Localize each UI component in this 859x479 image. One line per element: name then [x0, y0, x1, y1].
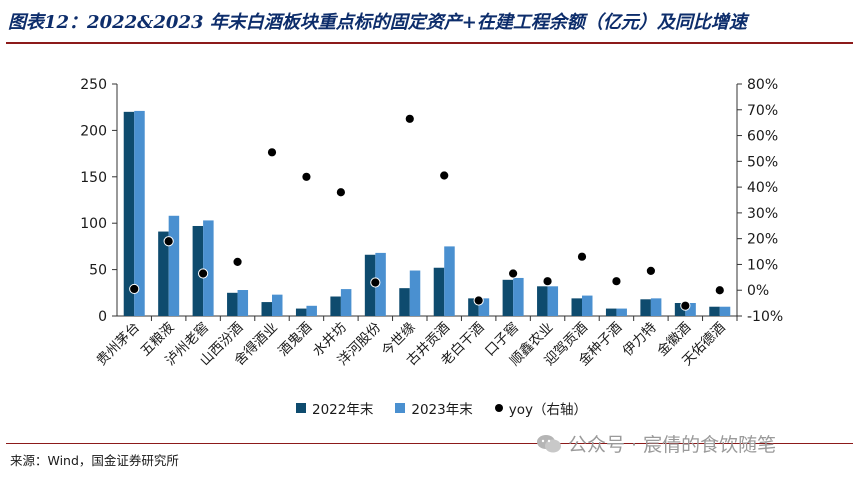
yoy-point	[576, 251, 588, 262]
bar-2023	[547, 286, 559, 316]
category-label: 酒鬼酒	[275, 320, 315, 360]
yoy-point	[645, 265, 656, 276]
yoy-point	[335, 187, 346, 198]
right-tick-label: 0%	[747, 283, 769, 299]
legend-label-2023: 2023年末	[411, 402, 473, 418]
legend-swatch-2023	[395, 403, 406, 413]
bar-2022	[468, 298, 479, 316]
bar-2022	[709, 306, 720, 316]
right-tick-label: 60%	[747, 129, 778, 145]
bar-2023	[203, 220, 214, 316]
bar-2023	[685, 303, 696, 316]
watermark: 公众号 · 宸倩的食饮随笔	[536, 430, 776, 457]
bar-2022	[364, 254, 376, 316]
yoy-point	[163, 236, 174, 247]
yoy-point	[404, 113, 415, 124]
bar-2022	[571, 298, 582, 316]
bar-2022	[640, 299, 651, 316]
left-tick-label: 100	[80, 216, 107, 232]
yoy-point	[714, 285, 725, 296]
left-tick-label: 150	[80, 170, 107, 186]
bar-2023	[409, 270, 421, 316]
left-tick-label: 250	[80, 77, 107, 93]
bar-2023	[582, 295, 593, 316]
bar-2022	[158, 231, 169, 316]
yoy-point	[439, 170, 450, 181]
yoy-point	[508, 268, 519, 279]
legend: 2022年末 2023年末 yoy（右轴）	[296, 398, 587, 418]
yoy-point	[266, 147, 278, 158]
left-tick-label: 0	[98, 309, 107, 325]
right-tick-label: -10%	[747, 309, 783, 325]
bar-2023	[340, 289, 352, 316]
right-tick-label: 40%	[747, 180, 778, 196]
bar-2022	[433, 267, 445, 316]
yoy-point	[370, 277, 381, 288]
legend-item-yoy: yoy（右轴）	[494, 398, 587, 418]
bar-2022	[537, 286, 548, 316]
bar-2022	[330, 296, 341, 316]
bar-2023	[616, 308, 627, 316]
yoy-point	[611, 276, 622, 287]
bar-2023	[719, 306, 731, 316]
right-tick-label: 50%	[747, 154, 778, 170]
yoy-point	[129, 283, 140, 295]
bar-2022	[227, 292, 238, 316]
yoy-point	[232, 256, 243, 267]
left-tick-label: 50	[89, 263, 107, 279]
right-tick-label: 20%	[747, 232, 778, 248]
source-note: 来源：Wind，国金证券研究所	[10, 453, 179, 468]
bar-2022	[605, 308, 617, 316]
bar-2022	[192, 225, 204, 316]
watermark-text: 公众号 · 宸倩的食饮随笔	[568, 434, 777, 456]
bar-2023	[375, 252, 386, 316]
legend-swatch-2022	[296, 403, 306, 413]
bar-2022	[502, 279, 514, 316]
title-divider	[6, 42, 853, 44]
bar-2023	[444, 246, 455, 316]
category-label: 贵州茅台	[94, 320, 143, 369]
chart-title: 图表12：2022&2023 年末白酒板块重点标的固定资产+在建工程余额（亿元）…	[8, 12, 747, 33]
legend-label-yoy: yoy（右轴）	[508, 402, 587, 418]
yoy-point	[542, 276, 553, 287]
wechat-icon	[537, 434, 561, 452]
bar-2023	[168, 215, 180, 316]
footer-divider	[6, 443, 853, 444]
bar-2022	[399, 288, 410, 316]
legend-item-2022: 2022年末	[296, 398, 373, 418]
yoy-point	[301, 171, 312, 182]
bar-2023	[478, 298, 490, 316]
legend-dot-yoy	[494, 404, 503, 412]
bar-2023	[513, 277, 524, 316]
right-tick-label: 30%	[747, 206, 778, 222]
yoy-point	[473, 295, 484, 306]
legend-item-2023: 2023年末	[395, 398, 473, 418]
right-tick-label: 10%	[747, 257, 778, 273]
bar-2022	[123, 111, 135, 316]
right-tick-label: 70%	[747, 103, 778, 119]
bar-2023	[134, 110, 145, 316]
right-tick-label: 80%	[747, 77, 778, 93]
bar-2022	[261, 302, 272, 316]
bar-2023	[272, 294, 283, 316]
bar-2023	[237, 290, 249, 316]
bar-2022	[295, 308, 307, 316]
category-label: 伊力特	[620, 320, 660, 360]
bar-2022	[674, 303, 686, 316]
yoy-point	[680, 300, 691, 311]
left-tick-label: 200	[80, 123, 107, 139]
bar-2023	[306, 305, 317, 316]
bar-2023	[650, 298, 662, 316]
legend-label-2022: 2022年末	[312, 402, 374, 418]
yoy-point	[198, 268, 209, 279]
